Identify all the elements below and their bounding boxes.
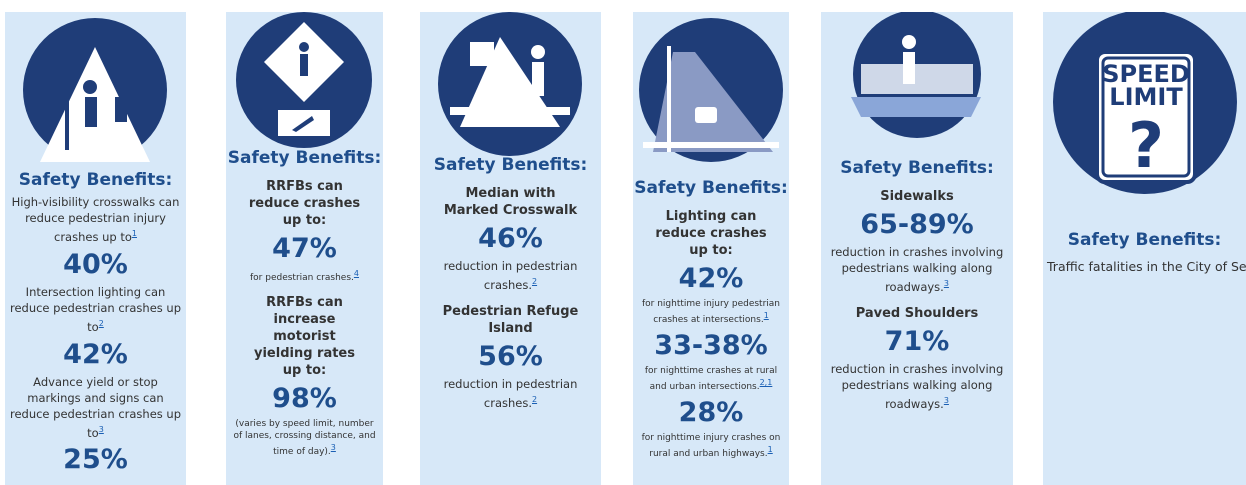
footnote: 1 bbox=[764, 311, 769, 320]
footnote: 2 bbox=[532, 394, 537, 405]
card: SPEED LIMIT ? Safety Benefits: Traffic fa… bbox=[1043, 12, 1246, 485]
description-text: for nighttime injury crashes on rural an… bbox=[642, 433, 781, 459]
statistic: 46% bbox=[420, 223, 601, 254]
description: reduction in crashes involving pedestria… bbox=[825, 361, 1009, 412]
heading: Safety Benefits: bbox=[821, 158, 1013, 178]
description: Traffic fatalities in the City of Seattl… bbox=[1047, 254, 1242, 276]
label: Lighting can reduce crashes up to: bbox=[651, 208, 771, 259]
card-content: Safety Benefits: Sidewalks 65-89% reduction… bbox=[821, 158, 1013, 412]
footnote-link[interactable]: 2 bbox=[99, 319, 104, 328]
description: for nighttime injury crashes on rural an… bbox=[637, 432, 785, 460]
description-text: (varies by speed limit, number of lanes,… bbox=[233, 419, 375, 457]
statistic: 42% bbox=[633, 263, 789, 294]
description-text: High-visibility crosswalks can reduce pe… bbox=[12, 195, 180, 244]
footnote-link[interactable]: 2,1 bbox=[760, 378, 773, 387]
statistic: 98% bbox=[226, 383, 383, 414]
footnote-link[interactable]: 1 bbox=[764, 311, 769, 320]
sign-text: LIMIT bbox=[1109, 83, 1183, 111]
icon bbox=[633, 12, 789, 172]
footnote-link[interactable]: 3 bbox=[944, 396, 949, 405]
heading: Safety Benefits: bbox=[633, 178, 789, 198]
description: reduction in pedestrian crashes.2 bbox=[424, 258, 597, 293]
icon bbox=[420, 12, 601, 162]
footnote-link[interactable]: 3 bbox=[331, 443, 336, 452]
description-text: reduction in pedestrian crashes. bbox=[444, 377, 578, 410]
icon bbox=[5, 12, 186, 172]
description: reduction in pedestrian crashes.2 bbox=[424, 376, 597, 411]
statistic: 47% bbox=[226, 233, 383, 264]
card: Safety Benefits: Lighting can reduce cras… bbox=[633, 12, 789, 485]
footnote-link[interactable]: 2 bbox=[532, 277, 537, 286]
description: Advance yield or stop markings and signs… bbox=[9, 374, 182, 441]
card-content: Safety Benefits: Traffic fatalities in th… bbox=[1043, 230, 1246, 276]
label: Paved Shoulders bbox=[839, 305, 995, 322]
footnote-link[interactable]: 3 bbox=[944, 279, 949, 288]
description: for nighttime injury pedestrian crashes … bbox=[637, 298, 785, 326]
icon bbox=[226, 12, 383, 152]
heading: Safety Benefits: bbox=[420, 155, 601, 175]
footnote: 2,1 bbox=[760, 378, 773, 387]
heading: Safety Benefits: bbox=[1043, 230, 1246, 250]
card: Safety Benefits: Median with Marked Cross… bbox=[420, 12, 601, 485]
description-text: reduction in crashes involving pedestria… bbox=[831, 245, 1004, 294]
description-text: reduction in crashes involving pedestria… bbox=[831, 362, 1004, 411]
card: Safety Benefits: RRFBs can reduce crashes… bbox=[226, 12, 383, 485]
heading: Safety Benefits: bbox=[5, 170, 186, 190]
heading: Safety Benefits: bbox=[226, 148, 383, 168]
card: Safety Benefits: Sidewalks 65-89% reduction… bbox=[821, 12, 1013, 485]
footnote: 3 bbox=[99, 424, 104, 435]
label: Median with Marked Crosswalk bbox=[438, 185, 583, 219]
description: for pedestrian crashes.4 bbox=[230, 268, 379, 284]
footnote: 1 bbox=[132, 228, 137, 239]
statistic: 33-38% bbox=[633, 330, 789, 361]
icon: SPEED LIMIT ? bbox=[1043, 12, 1246, 232]
footnote: 3 bbox=[944, 278, 949, 289]
label: RRFBs can reduce crashes up to: bbox=[244, 178, 365, 229]
footnote: 2 bbox=[532, 276, 537, 287]
footnote-link[interactable]: 3 bbox=[99, 425, 104, 434]
footnote: 4 bbox=[354, 269, 359, 278]
description: (varies by speed limit, number of lanes,… bbox=[230, 418, 379, 458]
footnote-link[interactable]: 4 bbox=[354, 269, 359, 278]
statistic: 25% bbox=[5, 444, 186, 475]
card-content: Safety Benefits: Lighting can reduce cras… bbox=[633, 178, 789, 460]
statistic: 40% bbox=[5, 249, 186, 280]
description-text: Traffic fatalities in the City of Seattl… bbox=[1047, 259, 1246, 274]
footnote-link[interactable]: 1 bbox=[132, 229, 137, 238]
description: High-visibility crosswalks can reduce pe… bbox=[9, 194, 182, 245]
label: RRFBs can increase motorist yielding rat… bbox=[244, 294, 365, 379]
description-text: for nighttime injury pedestrian crashes … bbox=[642, 299, 780, 325]
description-text: Intersection lighting can reduce pedestr… bbox=[10, 285, 181, 334]
label: Pedestrian Refuge Island bbox=[438, 303, 583, 337]
statistic: 65-89% bbox=[821, 209, 1013, 240]
page: Safety Benefits: High-visibility crosswal… bbox=[0, 0, 1246, 485]
description: for nighttime crashes at rural and urban… bbox=[637, 365, 785, 393]
card-content: Safety Benefits: Median with Marked Cross… bbox=[420, 155, 601, 411]
statistic: 56% bbox=[420, 341, 601, 372]
footnote: 2 bbox=[99, 318, 104, 329]
description: Intersection lighting can reduce pedestr… bbox=[9, 284, 182, 335]
description: reduction in crashes involving pedestria… bbox=[825, 244, 1009, 295]
description-text: for nighttime crashes at rural and urban… bbox=[645, 366, 777, 392]
card-content: Safety Benefits: High-visibility crosswal… bbox=[5, 170, 186, 479]
statistic: 28% bbox=[633, 397, 789, 428]
footnote-link[interactable]: 2 bbox=[532, 395, 537, 404]
footnote-link[interactable]: 1 bbox=[768, 445, 773, 454]
statistic: 42% bbox=[5, 339, 186, 370]
card: Safety Benefits: High-visibility crosswal… bbox=[5, 12, 186, 485]
label: Sidewalks bbox=[839, 188, 995, 205]
footnote: 3 bbox=[331, 443, 336, 452]
card-content: Safety Benefits: RRFBs can reduce crashes… bbox=[226, 148, 383, 458]
icon bbox=[821, 12, 1013, 152]
description-text: for pedestrian crashes. bbox=[250, 273, 354, 283]
description-text: reduction in pedestrian crashes. bbox=[444, 259, 578, 292]
footnote: 1 bbox=[768, 445, 773, 454]
sign-text: ? bbox=[1128, 109, 1164, 182]
description-text: Advance yield or stop markings and signs… bbox=[10, 375, 181, 440]
footnote: 3 bbox=[944, 395, 949, 406]
statistic: 71% bbox=[821, 326, 1013, 357]
